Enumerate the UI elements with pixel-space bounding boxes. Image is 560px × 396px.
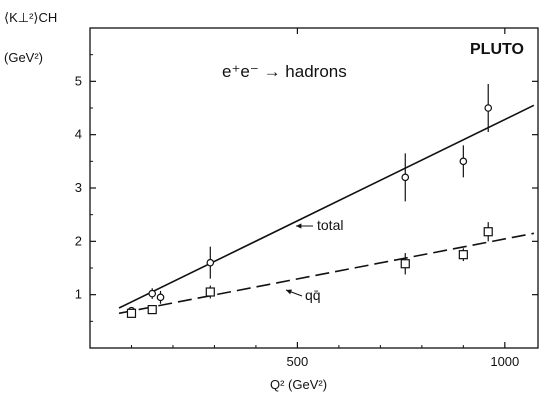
point-total — [206, 258, 215, 267]
y-axis-label: ⟨K⊥²⟩CH — [4, 10, 57, 25]
total-arrow-head — [296, 223, 302, 229]
y-tick-label: 1 — [75, 287, 82, 302]
y-tick-label: 3 — [75, 180, 82, 195]
y-tick-label: 5 — [75, 73, 82, 88]
reaction-label: e⁺e⁻ → hadrons — [222, 62, 347, 81]
point-total — [148, 289, 157, 298]
fit-line-qq — [118, 232, 535, 315]
y-axis-unit: (GeV²) — [4, 50, 43, 65]
qq-arrow-head — [286, 289, 292, 295]
x-tick-label: 1000 — [490, 354, 519, 369]
x-axis-label: Q² (GeV²) — [270, 377, 327, 392]
y-tick-label: 4 — [75, 127, 82, 142]
chart-title: PLUTO — [470, 41, 524, 58]
point-qq — [147, 305, 157, 315]
data-markers — [126, 84, 493, 318]
point-qq — [483, 227, 493, 237]
x-tick-label: 500 — [287, 354, 309, 369]
tick-marks — [90, 28, 538, 348]
point-total — [156, 293, 165, 302]
point-total — [401, 173, 410, 182]
point-total — [459, 157, 468, 166]
y-tick-label: 2 — [75, 233, 82, 248]
point-qq — [205, 287, 215, 297]
qq-label: qq̄ — [305, 287, 321, 303]
fit-lines — [118, 104, 535, 315]
total-label: total — [317, 217, 343, 233]
fit-line-total — [118, 104, 535, 309]
point-total — [484, 104, 493, 112]
point-qq — [458, 250, 468, 260]
point-qq — [400, 259, 410, 269]
point-qq — [126, 308, 137, 318]
